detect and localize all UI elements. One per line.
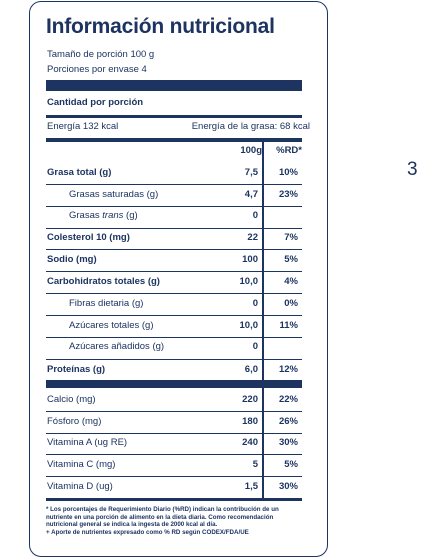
mineral-rd-percent: 30% (278, 481, 298, 492)
nutrient-value: 0 (252, 298, 258, 309)
nutrient-rd-percent: 7% (284, 232, 298, 243)
nutrient-name: Grasa total (g) (47, 167, 112, 178)
thick-divider-top (46, 80, 302, 91)
column-header-100g: 100g (240, 145, 262, 156)
nutrient-value: 4,7 (244, 189, 258, 200)
row-divider (46, 293, 302, 294)
mineral-name: Vitamina A (ug RE) (47, 437, 128, 448)
serving-size: Tamaño de porción 100 g (47, 49, 155, 60)
nutrient-value: 22 (247, 232, 258, 243)
nutrient-value: 10,0 (239, 320, 259, 331)
row-divider (46, 228, 302, 229)
column-divider (262, 387, 264, 499)
nutrient-rd-percent: 10% (278, 167, 298, 178)
energy-kcal: Energía 132 kcal (47, 121, 119, 132)
row-divider (46, 433, 302, 434)
thick-divider-bottom (46, 498, 302, 501)
row-divider (46, 184, 302, 185)
column-divider (262, 142, 264, 383)
nutrient-value: 10,0 (239, 276, 259, 287)
row-divider (46, 337, 302, 338)
nutrient-name: Azúcares totales (g) (69, 320, 154, 331)
nutrient-name: Azúcares añadidos (g) (69, 341, 165, 352)
row-divider (46, 411, 302, 412)
mineral-name: Vitamina D (ug) (47, 481, 113, 492)
row-divider (46, 476, 302, 477)
nutrient-name: Fibras dietaria (g) (69, 298, 144, 309)
footnote-rd: * Los porcentajes de Requerimiento Diari… (46, 506, 279, 529)
mineral-value: 180 (242, 416, 258, 427)
nutrient-rd-percent: 12% (278, 364, 298, 375)
row-divider (46, 454, 302, 455)
row-divider (46, 249, 302, 250)
nutrition-label: Información nutricional Tamaño de porció… (29, 1, 328, 557)
row-divider (46, 359, 302, 360)
mineral-name: Fósforo (mg) (47, 416, 102, 427)
mineral-name: Vitamina C (mg) (47, 459, 116, 470)
page-number: 3 (407, 159, 418, 180)
nutrient-name: Sodio (mg) (47, 254, 97, 265)
mineral-rd-percent: 26% (278, 416, 298, 427)
nutrient-rd-percent: 5% (284, 254, 298, 265)
energy-from-fat: Energía de la grasa: 68 kcal (191, 121, 310, 132)
column-header-rd: %RD* (276, 145, 302, 156)
mineral-value: 240 (242, 437, 258, 448)
mineral-rd-percent: 30% (278, 437, 298, 448)
mineral-value: 5 (252, 459, 258, 470)
nutrient-name: Grasas trans (g) (69, 210, 138, 221)
nutrient-value: 100 (242, 254, 258, 265)
amount-per-serving: Cantidad por porción (47, 97, 144, 108)
row-divider (46, 206, 302, 207)
row-divider (46, 271, 302, 272)
nutrient-name: Colesterol 10 (mg) (47, 232, 130, 243)
nutrient-rd-percent: 0% (284, 298, 298, 309)
mineral-name: Calcio (mg) (47, 394, 96, 405)
nutrient-rd-percent: 4% (284, 276, 298, 287)
divider (46, 138, 302, 142)
mineral-rd-percent: 22% (278, 394, 298, 405)
nutrient-rd-percent: 23% (278, 189, 298, 200)
nutrient-value: 0 (252, 210, 258, 221)
row-divider (46, 315, 302, 316)
servings-per-container: Porciones por envase 4 (47, 64, 147, 75)
divider (46, 115, 302, 118)
nutrient-value: 6,0 (244, 364, 258, 375)
nutrient-value: 0 (252, 341, 258, 352)
nutrient-name: Carbohidratos totales (g) (47, 276, 160, 287)
footnote-codex: + Aporte de nutrientes expresado como % … (46, 528, 249, 536)
mineral-value: 220 (242, 394, 258, 405)
footnotes: * Los porcentajes de Requerimiento Diari… (46, 506, 304, 536)
nutrient-name: Grasas saturadas (g) (69, 189, 159, 200)
nutrient-rd-percent: 11% (279, 320, 299, 331)
label-title: Información nutricional (46, 15, 275, 38)
mineral-rd-percent: 5% (284, 459, 298, 470)
thick-divider-minerals (46, 380, 302, 388)
nutrient-name: Proteínas (g) (47, 364, 106, 375)
nutrient-value: 7,5 (244, 167, 258, 178)
mineral-value: 1,5 (244, 481, 258, 492)
